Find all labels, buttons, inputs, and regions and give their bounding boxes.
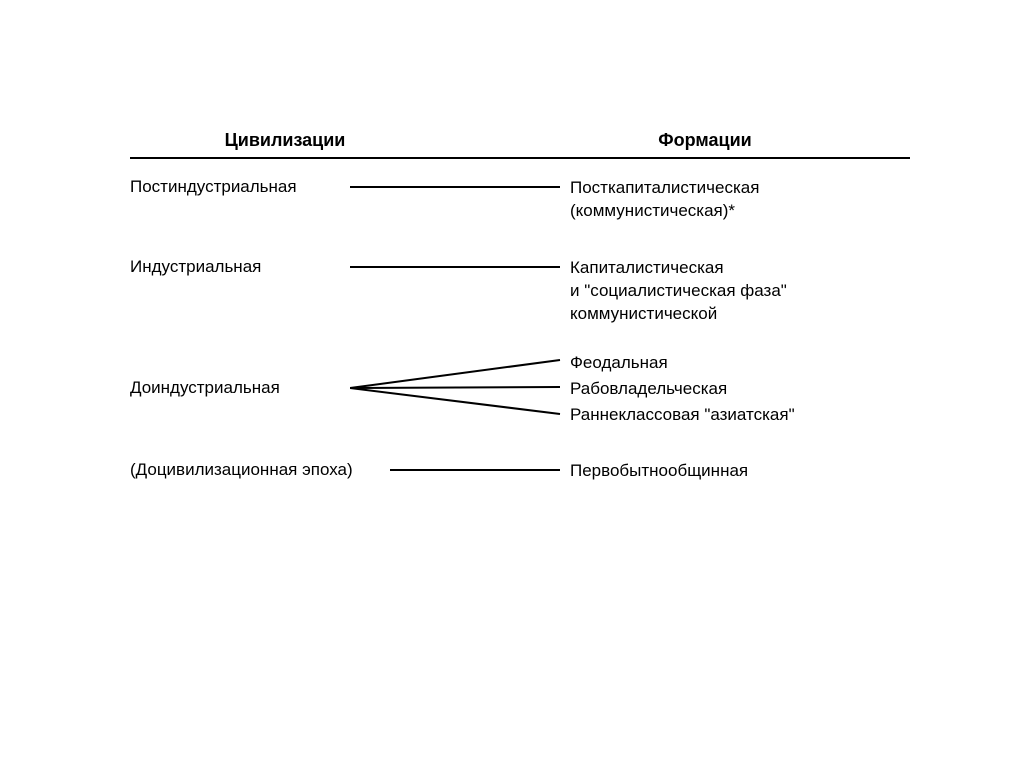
civ-industrial: Индустриальная	[130, 257, 350, 277]
civ-postindustrial: Постиндустриальная	[130, 177, 350, 197]
row-industrial: Индустриальная Капиталистическая и "соци…	[130, 257, 910, 326]
text-line: Феодальная	[570, 350, 910, 376]
text-line: Первобытнообщинная	[570, 461, 748, 480]
header-civilizations: Цивилизации	[130, 130, 440, 151]
civ-precivilization: (Доцивилизационная эпоха)	[130, 460, 390, 480]
form-primitive: Первобытнообщинная	[570, 460, 910, 483]
form-preindustrial-list: Феодальная Рабовладельческая Раннеклассо…	[570, 350, 910, 429]
text-line: Капиталистическая	[570, 258, 724, 277]
line-icon	[350, 177, 570, 207]
line-icon	[350, 257, 570, 287]
form-capitalist: Капиталистическая и "социалистическая фа…	[570, 257, 910, 326]
fan-lines-icon	[350, 350, 570, 430]
line-icon	[390, 460, 570, 490]
text-line: Раннеклассовая "азиатская"	[570, 402, 910, 428]
row-precivilization: (Доцивилизационная эпоха) Первобытнообщи…	[130, 460, 910, 483]
text-line: (коммунистическая)*	[570, 201, 735, 220]
header-formations: Формации	[440, 130, 910, 151]
text-line: Рабовладельческая	[570, 376, 910, 402]
civ-preindustrial: Доиндустриальная	[130, 350, 350, 398]
diagram-container: Цивилизации Формации Постиндустриальная …	[130, 130, 910, 483]
header-row: Цивилизации Формации	[130, 130, 910, 151]
row-preindustrial: Доиндустриальная Феодальная Рабовладельч…	[130, 350, 910, 430]
text-line: и "социалистическая фаза"	[570, 281, 787, 300]
header-divider	[130, 157, 910, 159]
row-postindustrial: Постиндустриальная Посткапиталистическая…	[130, 177, 910, 223]
text-line: коммунистической	[570, 304, 717, 323]
form-postcapitalist: Посткапиталистическая (коммунистическая)…	[570, 177, 910, 223]
connector-3	[350, 350, 570, 430]
text-line: Посткапиталистическая	[570, 178, 759, 197]
